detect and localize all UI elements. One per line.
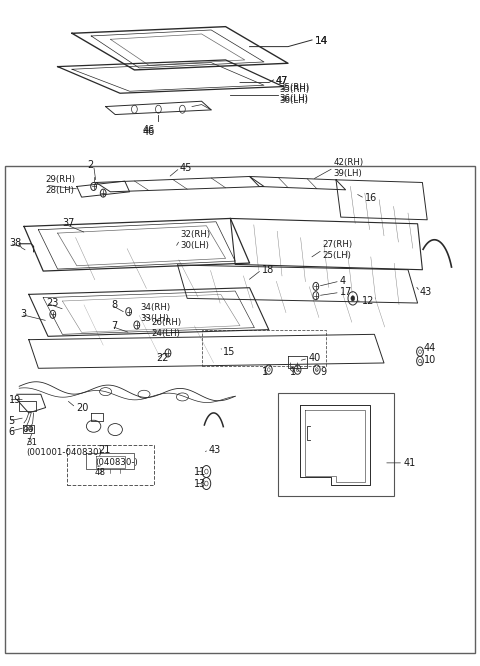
Bar bbox=[5, 166, 475, 653]
Text: 2: 2 bbox=[87, 160, 94, 170]
Circle shape bbox=[351, 296, 355, 301]
Text: 40: 40 bbox=[308, 353, 321, 364]
Text: 35(RH)
36(LH): 35(RH) 36(LH) bbox=[279, 83, 310, 103]
Text: 35(RH)
36(LH): 35(RH) 36(LH) bbox=[279, 85, 310, 105]
Text: 1: 1 bbox=[290, 366, 297, 377]
Text: 22: 22 bbox=[156, 353, 168, 364]
Text: 32(RH)
30(LH): 32(RH) 30(LH) bbox=[180, 230, 210, 250]
Text: 8: 8 bbox=[111, 300, 118, 310]
Text: 46: 46 bbox=[143, 125, 155, 135]
Text: 14: 14 bbox=[314, 36, 328, 47]
Bar bbox=[278, 393, 394, 496]
Text: 41: 41 bbox=[403, 458, 416, 468]
Text: 47: 47 bbox=[276, 76, 288, 87]
Text: 37: 37 bbox=[62, 218, 75, 228]
Text: 14: 14 bbox=[314, 36, 328, 47]
Text: 23: 23 bbox=[46, 298, 59, 308]
Text: 16: 16 bbox=[365, 193, 377, 204]
Text: 44: 44 bbox=[424, 342, 436, 353]
Text: 21: 21 bbox=[98, 444, 111, 455]
Text: 29(RH)
28(LH): 29(RH) 28(LH) bbox=[46, 175, 75, 195]
Text: 5: 5 bbox=[9, 416, 15, 426]
Text: 7: 7 bbox=[111, 321, 118, 332]
Text: 27(RH)
25(LH): 27(RH) 25(LH) bbox=[323, 240, 353, 260]
Text: 9: 9 bbox=[320, 366, 326, 377]
Text: 17: 17 bbox=[340, 287, 352, 298]
Text: 15: 15 bbox=[223, 346, 235, 357]
Text: 19: 19 bbox=[9, 394, 21, 405]
Text: 4: 4 bbox=[340, 276, 346, 286]
Text: 43: 43 bbox=[209, 444, 221, 455]
Text: 43: 43 bbox=[420, 286, 432, 297]
Text: 10: 10 bbox=[424, 354, 436, 365]
Bar bbox=[67, 445, 154, 485]
Text: 1: 1 bbox=[262, 366, 268, 377]
Bar bbox=[202, 330, 326, 366]
Text: 31
(001001-040830): 31 (001001-040830) bbox=[26, 438, 102, 458]
Text: 12: 12 bbox=[362, 296, 374, 306]
Text: 46: 46 bbox=[143, 127, 155, 137]
Text: (040830-)
48: (040830-) 48 bbox=[95, 458, 138, 478]
Text: 13: 13 bbox=[194, 478, 207, 489]
Text: 47: 47 bbox=[276, 76, 288, 87]
Text: 6: 6 bbox=[9, 426, 15, 437]
Text: 34(RH)
33(LH): 34(RH) 33(LH) bbox=[141, 303, 171, 323]
Text: 3: 3 bbox=[21, 309, 27, 320]
Text: 20: 20 bbox=[76, 402, 88, 413]
Text: 18: 18 bbox=[262, 264, 274, 275]
Text: 38: 38 bbox=[10, 238, 22, 248]
Text: 26(RH)
24(LH): 26(RH) 24(LH) bbox=[151, 318, 181, 338]
Text: 45: 45 bbox=[180, 163, 192, 173]
Text: 42(RH)
39(LH): 42(RH) 39(LH) bbox=[334, 158, 364, 178]
Text: 11: 11 bbox=[194, 466, 207, 477]
